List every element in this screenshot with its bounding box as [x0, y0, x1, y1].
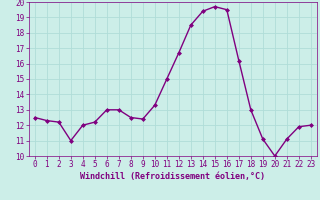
X-axis label: Windchill (Refroidissement éolien,°C): Windchill (Refroidissement éolien,°C): [80, 172, 265, 181]
